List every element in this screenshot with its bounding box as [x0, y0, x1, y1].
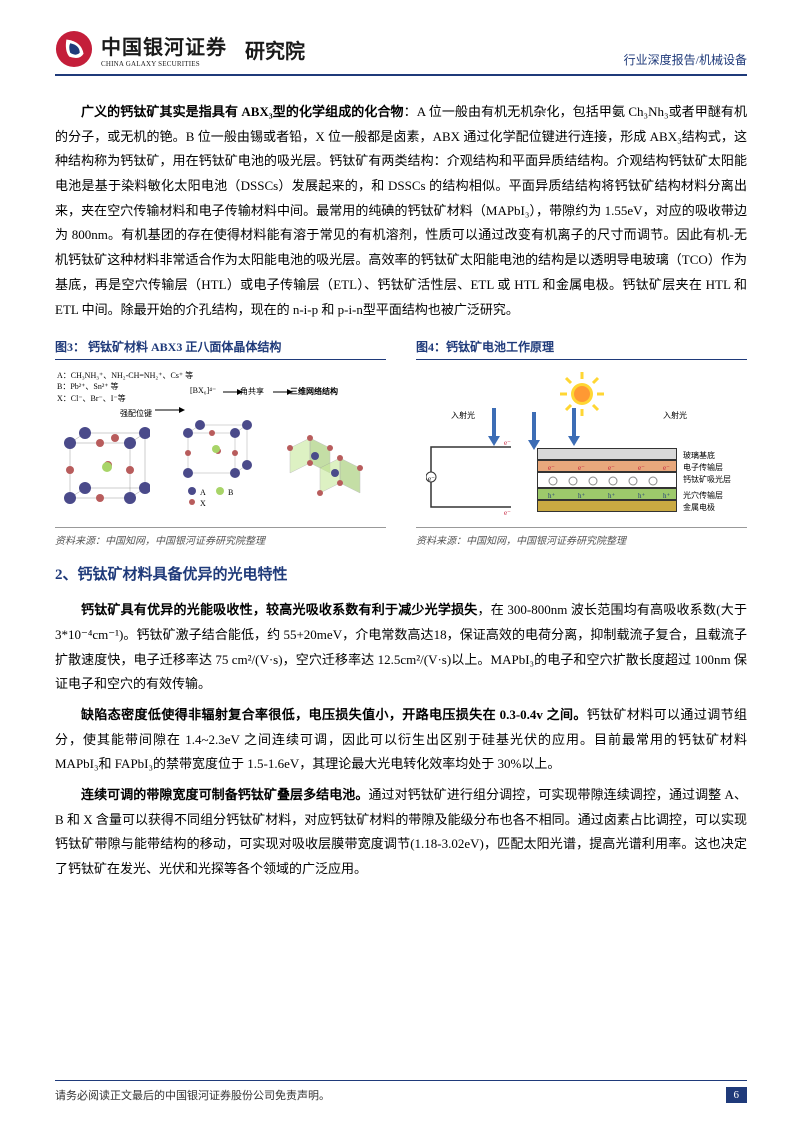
header-category: 行业深度报告/机械设备: [624, 51, 747, 68]
fig3-net-label: 三维网络结构: [290, 386, 338, 397]
svg-text:B: B: [228, 488, 233, 497]
arrow-2-icon: [526, 412, 542, 450]
section-2-heading: 2、钙钛矿材料具备优异的光电特性: [55, 563, 747, 584]
fig3-crystal-1: [60, 423, 150, 518]
layer-etl-label: 电子传输层: [683, 462, 723, 473]
svg-text:h⁺: h⁺: [578, 492, 586, 500]
paragraph-1: 广义的钙钛矿其实是指具有 ABX₃型的化学组成的化合物：A 位一般由有机无机杂化…: [55, 100, 747, 322]
layer-htl-label: 光穴传输层: [683, 490, 723, 501]
footer: 请务必阅读正文最后的中国银河证券股份公司免责声明。 6: [55, 1080, 747, 1103]
cell-stack: 玻璃基底 e⁻e⁻e⁻e⁻e⁻ 电子传输层 钙钛矿吸光层: [537, 448, 677, 512]
fig4-source: 资料来源：中国知网，中国银河证券研究院整理: [416, 532, 747, 547]
para1-lead: 广义的钙钛矿其实是指具有 ABX₃型的化学组成的化合物: [81, 104, 404, 119]
ray-left-label: 入射光: [451, 410, 475, 421]
paragraph-4: 连续可调的带隙宽度可制备钙钛矿叠层多结电池。通过对钙钛矿进行组分调控，可实现带隙…: [55, 783, 747, 882]
arrow-3-icon: [566, 408, 582, 446]
svg-text:X: X: [200, 499, 206, 508]
fig3-share-label: 角共享: [240, 386, 264, 397]
layer-absorb-label: 钙钛矿吸光层: [683, 474, 731, 485]
ray-right-label: 入射光: [663, 410, 687, 421]
svg-text:h⁺: h⁺: [548, 492, 556, 500]
fig3-label-x: X：Cl⁻、Br⁻、I⁻等: [57, 393, 193, 404]
para2-lead: 钙钛矿具有优异的光能吸收性，较高光吸收系数有利于减少光学损失: [81, 602, 478, 617]
header: 中国银河证券 CHINA GALAXY SECURITIES 研究院 行业深度报…: [55, 30, 747, 74]
fig3-arrow-2: [223, 388, 243, 396]
para3-lead: 缺陷态密度低使得非辐射复合率很低，电压损失值小，开路电压损失在 0.3-0.4v…: [81, 707, 587, 722]
svg-text:h⁺: h⁺: [638, 492, 646, 500]
fig3-crystal-3: [275, 418, 365, 513]
svg-text:e⁻: e⁻: [548, 464, 555, 472]
paragraph-3: 缺陷态密度低使得非辐射复合率很低，电压损失值小，开路电压损失在 0.3-0.4v…: [55, 703, 747, 777]
paragraph-2: 钙钛矿具有优异的光能吸收性，较高光吸收系数有利于减少光学损失，在 300-800…: [55, 598, 747, 697]
svg-text:e⁻: e⁻: [578, 464, 585, 472]
layer-glass-label: 玻璃基底: [683, 450, 715, 461]
fig3-arrow-3: [273, 388, 293, 396]
fig3-crystal-2: A X B: [180, 413, 255, 513]
fig3-title: 图3： 钙钛矿材料 ABX3 正八面体晶体结构: [55, 338, 386, 360]
fig3-abx-labels: A：CH₃NH₃⁺、NH₂-CH=NH₂⁺、Cs⁺ 等 B：Pb²⁺、Sn²⁺ …: [57, 370, 193, 404]
para4-lead: 连续可调的带隙宽度可制备钙钛矿叠层多结电池。: [81, 787, 368, 802]
logo-cn-text: 中国银河证券: [101, 31, 227, 60]
fig3-arrow-1: [155, 406, 185, 414]
institute-label: 研究院: [245, 35, 305, 64]
fig3-bx-label: [BX₆]⁴⁻: [190, 386, 216, 395]
layer-metal-label: 金属电极: [683, 502, 715, 513]
svg-text:e⁻: e⁻: [663, 464, 670, 472]
fig3-source: 资料来源：中国知网，中国银河证券研究院整理: [55, 532, 386, 547]
figure-4: 图4：钙钛矿电池工作原理 入射光 入射光: [416, 338, 747, 547]
svg-text:e⁻: e⁻: [608, 464, 615, 472]
circuit-wire: e⁻ e⁻ e⁻: [426, 437, 516, 517]
svg-text:e⁻: e⁻: [428, 475, 435, 483]
svg-text:e⁻: e⁻: [504, 439, 511, 447]
layer-absorb: 钙钛矿吸光层: [537, 472, 677, 488]
fig3-bond-label: 强配位键: [120, 408, 152, 419]
galaxy-logo-icon: [55, 30, 93, 68]
page-number: 6: [726, 1087, 748, 1103]
svg-text:h⁺: h⁺: [663, 492, 671, 500]
svg-text:h⁺: h⁺: [608, 492, 616, 500]
figure-3: 图3： 钙钛矿材料 ABX3 正八面体晶体结构 A：CH₃NH₃⁺、NH₂-CH…: [55, 338, 386, 547]
logo-block: 中国银河证券 CHINA GALAXY SECURITIES 研究院: [55, 30, 305, 68]
header-divider: [55, 74, 747, 76]
fig3-content: A：CH₃NH₃⁺、NH₂-CH=NH₂⁺、Cs⁺ 等 B：Pb²⁺、Sn²⁺ …: [55, 368, 386, 528]
footer-divider: [55, 1080, 747, 1081]
para1-rest: ：A 位一般由有机无机杂化，包括甲氨 Ch₃Nh₃或者甲醚有机的分子，或无机的铯…: [55, 104, 747, 317]
svg-text:e⁻: e⁻: [638, 464, 645, 472]
figures-row: 图3： 钙钛矿材料 ABX3 正八面体晶体结构 A：CH₃NH₃⁺、NH₂-CH…: [55, 338, 747, 547]
svg-text:A: A: [200, 488, 206, 497]
disclaimer-text: 请务必阅读正文最后的中国银河证券股份公司免责声明。: [55, 1087, 330, 1103]
fig4-title: 图4：钙钛矿电池工作原理: [416, 338, 747, 360]
fig3-label-a: A：CH₃NH₃⁺、NH₂-CH=NH₂⁺、Cs⁺ 等: [57, 370, 193, 381]
layer-metal: 金属电极: [537, 500, 677, 512]
layer-htl: h⁺h⁺h⁺h⁺h⁺ 光穴传输层: [537, 488, 677, 500]
fig3-label-b: B：Pb²⁺、Sn²⁺ 等: [57, 381, 193, 392]
logo-en-text: CHINA GALAXY SECURITIES: [101, 60, 227, 68]
layer-glass: 玻璃基底: [537, 448, 677, 460]
svg-text:e⁻: e⁻: [504, 509, 511, 517]
fig4-content: 入射光 入射光 玻璃基底 e⁻ e⁻ e⁻ e⁻ e⁻ 电子传输层: [416, 368, 747, 528]
layer-etl: e⁻e⁻e⁻e⁻e⁻ 电子传输层: [537, 460, 677, 472]
